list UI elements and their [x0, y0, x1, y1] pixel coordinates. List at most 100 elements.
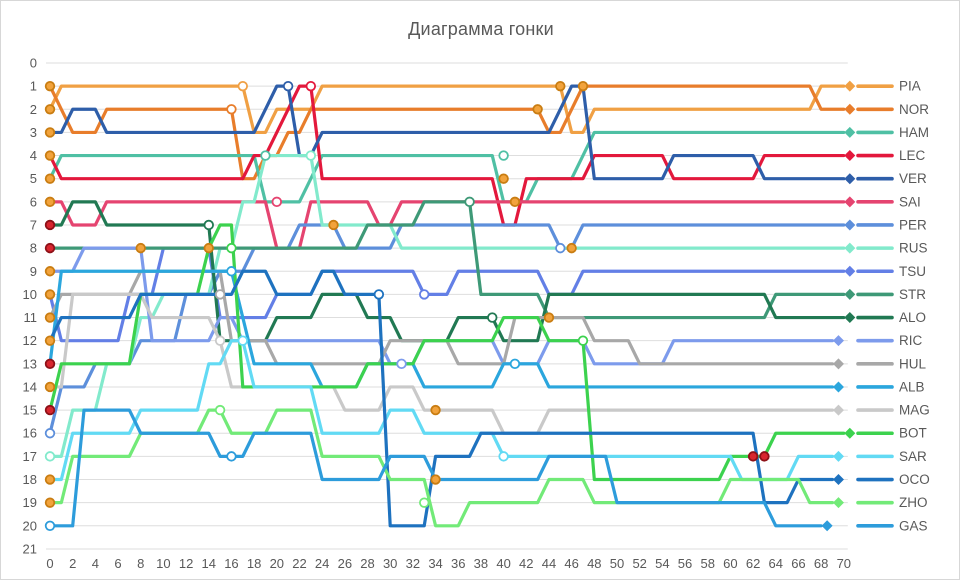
- pit-marker-RIC: [44, 266, 56, 277]
- svg-text:2: 2: [69, 556, 76, 571]
- pit-marker-PIA: [44, 104, 56, 115]
- svg-text:30: 30: [383, 556, 397, 571]
- legend-label-TSU: TSU: [899, 264, 926, 279]
- svg-text:4: 4: [92, 556, 99, 571]
- pit-marker-PIA: [237, 80, 248, 92]
- svg-text:2: 2: [30, 102, 37, 117]
- pit-marker-BOT: [577, 335, 589, 346]
- pit-marker-ALB: [509, 358, 521, 370]
- finish-diamond-ALB: [832, 381, 844, 393]
- series-GAS: [48, 408, 833, 532]
- svg-text:44: 44: [542, 556, 556, 571]
- series-line-VER: [48, 84, 846, 181]
- legend-item-PIA: PIA: [856, 79, 921, 94]
- pit-marker-PIA: [555, 80, 566, 92]
- legend-label-RIC: RIC: [899, 333, 923, 348]
- pit-marker-ZHO: [419, 497, 430, 508]
- pit-marker-STR: [464, 196, 475, 208]
- pit-marker-SAR: [498, 451, 509, 462]
- legend-item-PER: PER: [856, 217, 927, 232]
- svg-text:1: 1: [30, 79, 37, 94]
- series-ALO: [48, 200, 856, 343]
- series-ALB: [48, 269, 844, 393]
- pit-marker-NOR: [532, 104, 543, 115]
- svg-text:9: 9: [30, 264, 37, 279]
- svg-text:10: 10: [156, 556, 170, 571]
- legend-item-RIC: RIC: [856, 333, 923, 348]
- chart-title: Диаграмма гонки: [408, 19, 554, 39]
- pit-marker-ZHO: [44, 497, 56, 508]
- svg-text:24: 24: [315, 556, 329, 571]
- finish-diamond-HUL: [832, 358, 844, 370]
- svg-text:20: 20: [270, 556, 284, 571]
- finish-diamond-STR: [844, 288, 856, 300]
- svg-text:11: 11: [24, 310, 38, 325]
- legend-label-BOT: BOT: [899, 426, 927, 441]
- svg-text:50: 50: [610, 556, 624, 571]
- svg-text:36: 36: [451, 556, 465, 571]
- svg-text:48: 48: [587, 556, 601, 571]
- legend-label-NOR: NOR: [899, 102, 929, 117]
- svg-text:8: 8: [30, 241, 37, 256]
- pit-marker-ALB: [44, 358, 56, 370]
- series-VER: [48, 84, 856, 185]
- pit-marker-TSU: [419, 289, 430, 300]
- finish-diamond-ALO: [844, 312, 856, 324]
- legend-item-VER: VER: [856, 171, 927, 186]
- legend-label-SAI: SAI: [899, 194, 921, 209]
- finish-diamond-SAR: [832, 450, 844, 462]
- pit-marker-TSU: [203, 242, 214, 254]
- pit-marker-NOR: [44, 80, 56, 92]
- series-LEC: [48, 84, 856, 227]
- pit-marker-MAG: [214, 335, 226, 346]
- svg-text:0: 0: [46, 556, 53, 571]
- pit-marker-RIC: [135, 242, 146, 254]
- legend-label-LEC: LEC: [899, 148, 926, 163]
- series-HAM: [48, 126, 856, 204]
- pit-marker-OCO: [44, 335, 56, 346]
- pit-marker-SAR: [237, 335, 248, 346]
- legend-label-HAM: HAM: [899, 125, 929, 140]
- finish-diamond-LEC: [844, 150, 856, 162]
- legend-label-MAG: MAG: [899, 403, 930, 418]
- finish-diamond-PIA: [844, 80, 856, 92]
- series-line-SAR: [48, 339, 835, 482]
- series-SAR: [48, 339, 844, 482]
- finish-diamond-PER: [844, 219, 856, 231]
- svg-text:14: 14: [202, 556, 216, 571]
- pit-marker-MAG: [44, 381, 56, 393]
- series-NOR: [48, 84, 856, 181]
- pit-marker-ZHO: [214, 404, 226, 416]
- finish-diamond-ZHO: [832, 497, 844, 509]
- svg-text:0: 0: [30, 56, 37, 71]
- svg-text:64: 64: [769, 556, 783, 571]
- svg-text:15: 15: [23, 403, 37, 418]
- pit-marker-PER: [555, 242, 566, 254]
- legend-item-HAM: HAM: [856, 125, 929, 140]
- legend-label-GAS: GAS: [899, 518, 928, 533]
- legend-item-SAI: SAI: [856, 194, 921, 209]
- pit-marker-OCO: [759, 451, 770, 462]
- pit-marker-MAG: [430, 404, 441, 416]
- legend: PIA NOR HAM LEC VER SAI PER RUS TSU STR ALO RIC HUL A…: [856, 79, 930, 533]
- pit-marker-RUS: [44, 451, 56, 462]
- legend-label-RUS: RUS: [899, 241, 928, 256]
- pit-marker-OCO: [373, 289, 385, 300]
- svg-text:16: 16: [224, 556, 238, 571]
- svg-text:28: 28: [360, 556, 374, 571]
- finish-diamond-RIC: [832, 335, 844, 347]
- pit-marker-HAM: [260, 150, 271, 161]
- pit-marker-TSU: [44, 289, 56, 300]
- pit-marker-RUS: [566, 242, 577, 254]
- svg-text:6: 6: [114, 556, 121, 571]
- legend-item-BOT: BOT: [856, 426, 927, 441]
- svg-text:66: 66: [791, 556, 805, 571]
- pit-marker-BOT: [44, 404, 56, 416]
- svg-text:8: 8: [137, 556, 144, 571]
- series-line-OCO: [48, 269, 835, 528]
- legend-item-TSU: TSU: [856, 264, 926, 279]
- svg-text:19: 19: [23, 495, 37, 510]
- finish-diamond-VER: [844, 173, 856, 185]
- pit-marker-HUL: [214, 289, 226, 300]
